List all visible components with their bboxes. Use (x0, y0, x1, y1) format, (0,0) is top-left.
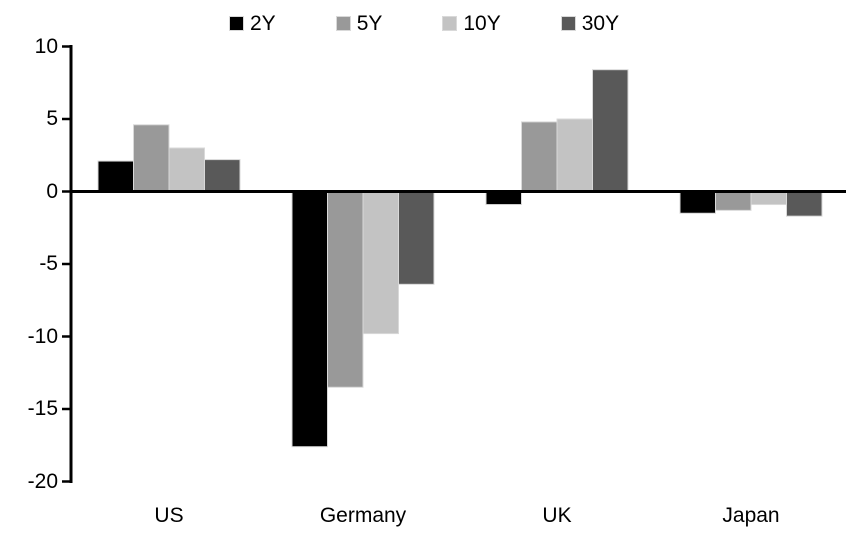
chart-legend: 2Y 5Y 10Y 30Y (229, 13, 619, 34)
legend-label-10y: 10Y (463, 12, 501, 35)
y-tick-label--20: -20 (27, 469, 58, 493)
legend-swatch-5y (335, 16, 351, 31)
bar-japan-30y (786, 191, 823, 217)
x-axis-label-japan: Japan (722, 504, 780, 527)
bar-japan-2y (679, 191, 716, 214)
y-tick-label-10: 10 (34, 34, 58, 58)
bar-uk-10y (556, 118, 593, 192)
y-tick-label--15: -15 (27, 397, 58, 420)
legend-swatch-2y (229, 16, 244, 31)
bar-japan-10y (750, 191, 787, 206)
y-tick-label-5: 5 (46, 107, 58, 130)
bar-japan-5y (715, 191, 752, 211)
bar-uk-30y (592, 69, 629, 192)
bar-us-30y (204, 159, 241, 193)
y-tick-label--5: -5 (39, 252, 58, 275)
bar-us-10y (168, 147, 205, 192)
legend-item-5y: 5Y (335, 12, 383, 35)
x-axis-label-germany: Germany (319, 504, 407, 527)
legend-label-5y: 5Y (356, 12, 383, 35)
x-axis-label-us: US (154, 504, 184, 527)
x-axis-label-uk: UK (542, 504, 572, 527)
legend-label-30y: 30Y (581, 12, 620, 35)
y-tick-label-0: 0 (46, 179, 58, 203)
y-tick-label--10: -10 (27, 324, 58, 348)
legend-item-2y: 2Y (229, 13, 276, 34)
bar-uk-2y (485, 191, 522, 206)
bar-germany-2y (291, 191, 328, 448)
legend-swatch-30y (560, 16, 576, 31)
bar-us-2y (97, 160, 134, 193)
legend-swatch-10y (442, 16, 458, 31)
legend-item-10y: 10Y (442, 12, 501, 35)
bar-uk-5y (521, 121, 558, 192)
bar-germany-10y (362, 191, 399, 335)
legend-label-2y: 2Y (250, 12, 276, 35)
bar-germany-5y (327, 191, 364, 388)
bar-germany-30y (398, 191, 435, 285)
bar-us-5y (133, 124, 170, 192)
legend-item-30y: 30Y (560, 12, 620, 35)
